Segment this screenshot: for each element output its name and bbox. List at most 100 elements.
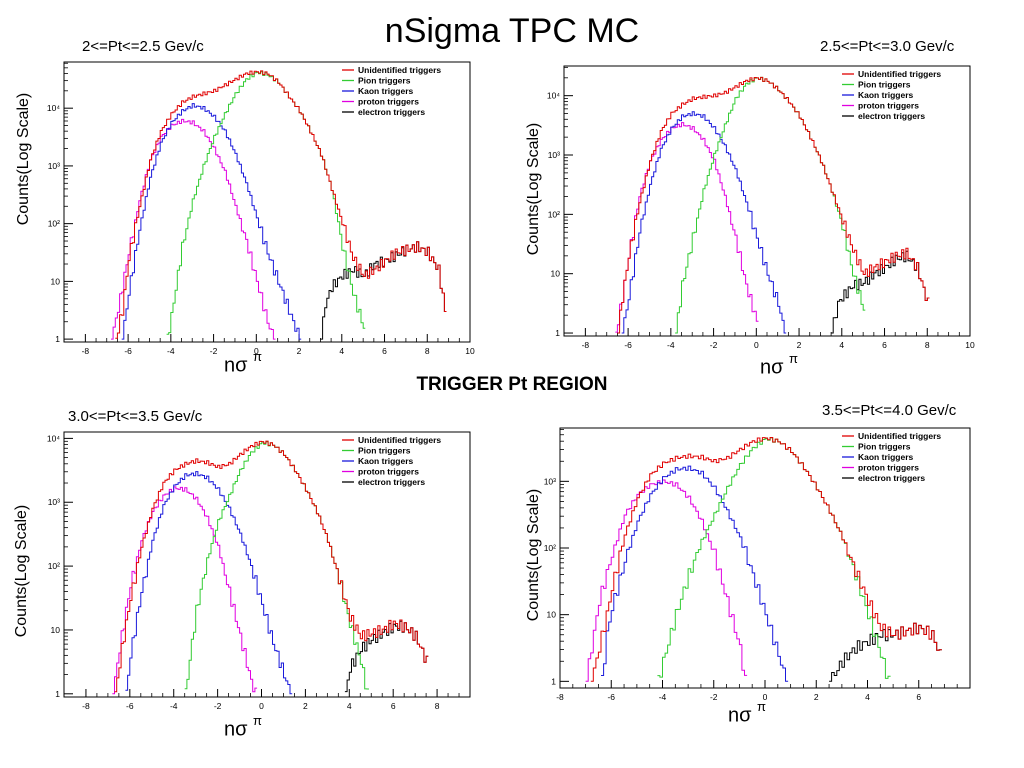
legend-label: Unidentified triggers xyxy=(358,435,441,445)
y-tick-label: 10⁴ xyxy=(47,433,60,443)
y-tick-label: 10⁴ xyxy=(547,91,560,101)
y-tick-label: 10³ xyxy=(48,161,60,171)
x-tick-label: -8 xyxy=(582,340,590,350)
x-tick-label: 2 xyxy=(303,701,308,711)
y-axis-label-3: Counts(Log Scale) xyxy=(13,504,30,638)
x-tick-label: -8 xyxy=(82,701,90,711)
y-tick-label: 10² xyxy=(48,219,60,229)
x-tick-label: -2 xyxy=(214,701,222,711)
x-tick-label: 6 xyxy=(391,701,396,711)
series-line-proton-triggers xyxy=(615,122,759,333)
y-tick-label: 10 xyxy=(551,269,561,279)
x-tick-label: 2 xyxy=(814,692,819,702)
y-tick-label: 10³ xyxy=(48,497,60,507)
legend-label: Unidentified triggers xyxy=(858,69,941,79)
series-line-unidentified-triggers xyxy=(114,440,429,693)
x-axis-label-sup-2: π xyxy=(789,351,799,366)
x-tick-label: 8 xyxy=(425,346,430,356)
pt-label-4: 3.5<=Pt<=4.0 Gev/c xyxy=(822,402,957,419)
y-tick-label: 1 xyxy=(551,676,556,686)
x-tick-label: 10 xyxy=(965,340,975,350)
x-tick-label: -4 xyxy=(659,692,667,702)
series-line-proton-triggers xyxy=(111,118,276,340)
legend-label: Pion triggers xyxy=(358,76,411,86)
x-tick-label: 6 xyxy=(882,340,887,350)
section-label: TRIGGER Pt REGION xyxy=(416,374,608,395)
chart-panel-3: -8 -6 -4 -2 0 2 4 6 8 1 10 10² 10³ 10⁴ Unidentified tr… xyxy=(47,431,471,711)
x-tick-label: 6 xyxy=(916,692,921,702)
x-tick-label: 4 xyxy=(839,340,844,350)
legend-label: Kaon triggers xyxy=(358,86,414,96)
x-tick-label: -4 xyxy=(667,340,675,350)
x-axis-label-sup-4: π xyxy=(757,699,767,714)
x-axis-label-sup-3: π xyxy=(253,713,263,728)
x-tick-label: 4 xyxy=(339,346,344,356)
legend-label: proton triggers xyxy=(858,463,919,473)
x-tick-label: 2 xyxy=(297,346,302,356)
x-tick-label: -6 xyxy=(607,692,615,702)
y-tick-label: 10⁴ xyxy=(47,103,60,113)
x-tick-label: 0 xyxy=(754,340,759,350)
series-line-proton-triggers xyxy=(585,479,748,682)
legend-label: Unidentified triggers xyxy=(358,65,441,75)
series-line-pion-triggers xyxy=(184,441,369,690)
x-tick-label: 0 xyxy=(254,346,259,356)
legend-label: Kaon triggers xyxy=(858,452,914,462)
x-axis-label-main-2: nσ xyxy=(760,356,784,379)
x-axis-label-sup-1: π xyxy=(253,349,263,364)
series-line-electron-triggers xyxy=(320,241,447,340)
legend-label: Pion triggers xyxy=(358,446,411,456)
y-tick-label: 10 xyxy=(51,276,61,286)
y-tick-label: 10² xyxy=(544,543,556,553)
x-tick-label: -2 xyxy=(210,346,218,356)
x-tick-label: -8 xyxy=(82,346,90,356)
series-line-unidentified-triggers xyxy=(590,437,942,682)
x-tick-label: 10 xyxy=(465,346,475,356)
series-line-proton-triggers xyxy=(112,486,258,695)
x-tick-label: -4 xyxy=(170,701,178,711)
legend-label: electron triggers xyxy=(858,111,925,121)
x-axis-label-1: nσ π xyxy=(224,349,263,378)
y-tick-label: 1 xyxy=(55,334,60,344)
x-tick-label: 4 xyxy=(347,701,352,711)
x-tick-label: 8 xyxy=(435,701,440,711)
legend-label: Unidentified triggers xyxy=(858,431,941,441)
legend-label: Kaon triggers xyxy=(858,90,914,100)
x-tick-label: 0 xyxy=(763,692,768,702)
series-line-pion-triggers xyxy=(675,76,866,334)
x-tick-label: -2 xyxy=(710,340,718,350)
x-axis-label-4: nσ π xyxy=(728,699,767,728)
pt-label-3: 3.0<=Pt<=3.5 Gev/c xyxy=(68,408,203,425)
series-line-kaon-triggers xyxy=(621,111,787,334)
legend-label: Kaon triggers xyxy=(358,456,414,466)
x-tick-label: -8 xyxy=(556,692,564,702)
y-tick-label: 1 xyxy=(55,689,60,699)
y-axis-label-1: Counts(Log Scale) xyxy=(15,92,32,226)
series-line-kaon-triggers xyxy=(121,103,302,340)
chart-panel-2: -8 -6 -4 -2 0 2 4 6 8 10 1 10 10² 10³ 10⁴ Unidentified … xyxy=(547,65,975,350)
legend-label: electron triggers xyxy=(358,107,425,117)
pt-label-1: 2<=Pt<=2.5 Gev/c xyxy=(82,38,204,55)
y-tick-label: 10³ xyxy=(548,150,560,160)
y-tick-label: 10² xyxy=(48,561,60,571)
x-axis-label-main-4: nσ xyxy=(728,704,752,727)
series-line-pion-triggers xyxy=(657,437,891,679)
x-tick-label: -2 xyxy=(710,692,718,702)
x-tick-label: -6 xyxy=(624,340,632,350)
series-line-kaon-triggers xyxy=(125,471,293,695)
x-tick-label: 2 xyxy=(797,340,802,350)
y-tick-label: 10³ xyxy=(544,476,556,486)
pt-label-2: 2.5<=Pt<=3.0 Gev/c xyxy=(820,38,955,55)
x-tick-label: 6 xyxy=(382,346,387,356)
legend-label: proton triggers xyxy=(358,467,419,477)
y-tick-label: 1 xyxy=(555,328,560,338)
chart-panel-1: -8 -6 -4 -2 0 2 4 6 8 10 1 10 10² 10³ 10⁴ Unidentified … xyxy=(47,61,475,356)
legend-label: Pion triggers xyxy=(858,80,911,90)
x-axis-label-2: nσ π xyxy=(760,351,799,380)
y-tick-label: 10 xyxy=(51,625,61,635)
series-line-unidentified-triggers xyxy=(617,76,930,334)
x-axis-label-main-3: nσ xyxy=(224,718,248,741)
y-tick-label: 10 xyxy=(547,610,557,620)
series-line-unidentified-triggers xyxy=(115,70,447,339)
y-tick-label: 10² xyxy=(548,209,560,219)
